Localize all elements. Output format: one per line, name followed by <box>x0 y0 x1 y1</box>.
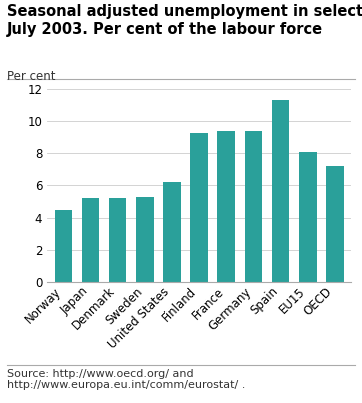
Text: Source: http://www.oecd.org/ and
http://www.europa.eu.int/comm/eurostat/ .: Source: http://www.oecd.org/ and http://… <box>7 369 245 391</box>
Bar <box>136 197 153 282</box>
Bar <box>109 198 126 282</box>
Bar <box>218 131 235 282</box>
Text: Seasonal adjusted unemployment in selected countries,
July 2003. Per cent of the: Seasonal adjusted unemployment in select… <box>7 4 362 37</box>
Bar <box>245 131 262 282</box>
Bar <box>299 152 316 282</box>
Bar <box>272 100 289 282</box>
Bar <box>82 198 99 282</box>
Bar <box>163 182 181 282</box>
Bar <box>326 166 344 282</box>
Bar <box>190 133 208 282</box>
Bar <box>55 210 72 282</box>
Text: Per cent: Per cent <box>7 70 56 83</box>
